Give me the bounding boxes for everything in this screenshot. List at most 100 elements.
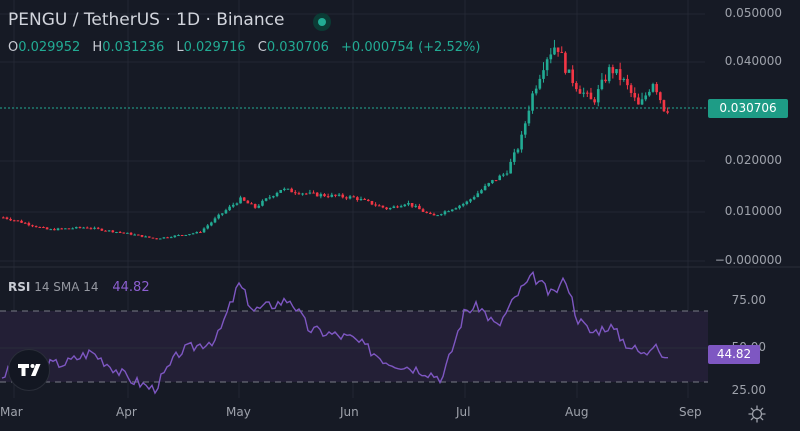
candle — [399, 206, 403, 208]
open-value: 0.029952 — [18, 40, 81, 55]
candle — [188, 234, 191, 236]
candle — [34, 226, 38, 228]
candle — [12, 220, 16, 222]
candle — [337, 194, 341, 196]
candle — [151, 237, 155, 239]
candle — [367, 199, 370, 202]
candle — [53, 229, 56, 231]
time-axis-label: Aug — [565, 405, 589, 419]
candle — [534, 88, 538, 94]
candle — [60, 228, 63, 230]
candle — [629, 85, 633, 93]
candle — [308, 192, 312, 194]
candle — [184, 234, 188, 236]
candle — [596, 89, 600, 103]
candle — [520, 134, 523, 150]
rsi-name: RSI — [8, 280, 31, 294]
candle — [169, 237, 173, 239]
candle — [388, 208, 392, 210]
candle — [319, 194, 323, 197]
candle — [538, 78, 542, 89]
candle — [421, 209, 425, 212]
candle — [9, 218, 12, 221]
candle — [432, 213, 436, 216]
candle — [45, 227, 49, 230]
tradingview-logo-icon — [18, 364, 41, 376]
candle — [476, 193, 480, 198]
candle — [107, 230, 111, 232]
candle — [115, 232, 118, 234]
candle — [480, 190, 483, 194]
candle — [231, 204, 235, 207]
candle — [294, 192, 297, 194]
candle — [637, 97, 640, 105]
candle — [85, 227, 89, 229]
candle — [589, 92, 593, 100]
candle — [2, 217, 5, 219]
candle — [447, 211, 450, 213]
candle — [622, 78, 626, 80]
candle — [381, 205, 385, 208]
candle — [257, 205, 261, 208]
candle — [261, 200, 264, 206]
candle — [560, 51, 564, 53]
price-axis-label: 0.020000 — [724, 153, 782, 167]
candle — [158, 238, 162, 240]
candle — [38, 226, 42, 228]
time-axis-label: Jul — [456, 405, 471, 419]
candle — [410, 203, 414, 207]
candle — [363, 198, 366, 200]
candle — [148, 236, 151, 238]
candle — [323, 194, 326, 197]
candle — [290, 188, 293, 193]
symbol-title[interactable]: PENGU / TetherUS · 1D · Binance — [8, 10, 285, 30]
tradingview-logo[interactable] — [8, 349, 50, 391]
candle — [27, 223, 31, 226]
candle — [264, 198, 268, 201]
candle — [213, 218, 217, 223]
candle — [494, 180, 498, 182]
candle — [122, 232, 126, 234]
candle — [564, 52, 567, 73]
candle — [607, 67, 611, 82]
candle — [567, 69, 571, 73]
candle — [326, 196, 330, 198]
candle — [217, 214, 220, 219]
candle — [370, 201, 374, 205]
candle — [651, 84, 655, 92]
candle — [425, 211, 428, 213]
candle — [418, 205, 421, 210]
candle — [352, 196, 355, 198]
candle — [586, 92, 589, 94]
candle — [199, 232, 202, 234]
time-axis-label: May — [226, 405, 251, 419]
price-axis-label: 0.040000 — [724, 54, 782, 68]
candle — [275, 192, 279, 197]
candle — [137, 234, 140, 236]
rsi-legend[interactable]: RSI 14 SMA 14 44.82 — [8, 280, 150, 295]
candle — [221, 213, 224, 215]
high-label: H — [92, 40, 103, 55]
candle — [210, 222, 213, 226]
candle — [140, 234, 144, 237]
candle — [345, 197, 348, 199]
candle — [403, 204, 407, 207]
candle — [666, 111, 669, 113]
candle — [330, 194, 334, 197]
candle — [286, 188, 290, 190]
candle — [440, 214, 443, 216]
candle — [224, 210, 228, 214]
candlestick-series — [2, 39, 669, 240]
candle — [16, 220, 20, 222]
candle — [662, 100, 666, 112]
settings-gear-icon[interactable] — [748, 405, 766, 423]
current-price-badge: 0.030706 — [708, 99, 788, 118]
candle — [469, 199, 472, 202]
candle — [56, 228, 60, 231]
candle — [126, 232, 129, 234]
candle — [111, 230, 115, 233]
time-axis-label: Mar — [0, 405, 23, 419]
market-status-icon[interactable] — [313, 13, 331, 31]
change-value: +0.000754 (+2.52%) — [341, 40, 481, 55]
